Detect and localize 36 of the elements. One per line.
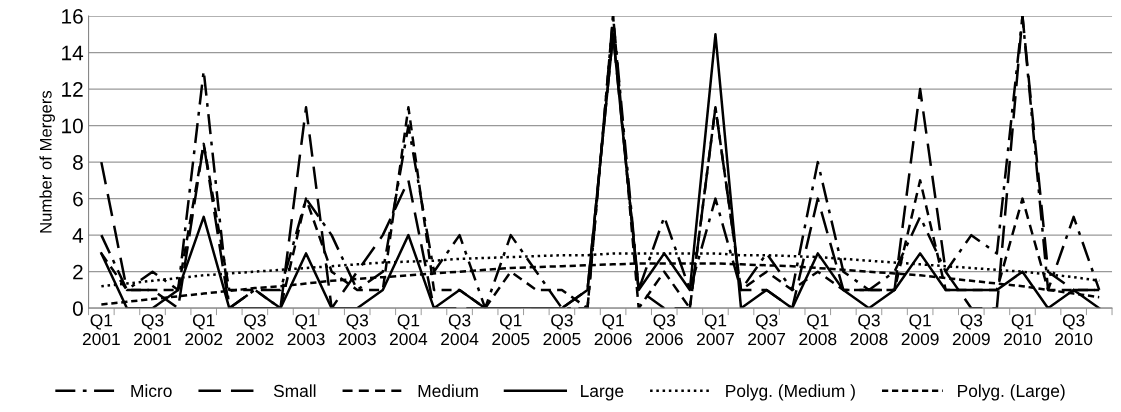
y-tick-label: 12 [62,82,83,97]
x-tick-label: Q3 2007 [748,314,786,346]
legend-label: Medium [418,384,478,398]
legend-label: Polyg. (Large) [958,384,1065,401]
y-tick-label: 10 [62,118,83,134]
legend-label: Polyg. (Medium ) [726,384,855,401]
y-tick-label: 2 [73,264,83,280]
y-tick-label: 0 [72,301,83,316]
x-tick-label: Q1 2007 [697,314,734,346]
x-tick-label: Q1 2003 [287,314,325,346]
y-tick-label: 8 [73,155,83,170]
x-tick-label: Q1 2009 [901,314,939,346]
y-axis-title: Number of Mergers [39,90,55,233]
x-tick-label: Q1 2005 [492,314,530,346]
y-tick-label: 16 [62,9,83,24]
x-tick-label: Q3 2004 [441,314,479,346]
x-tick-label: Q3 2003 [338,314,376,346]
legend-label: Micro [131,384,172,398]
legend-label: Small [273,384,316,398]
x-tick-label: Q1 2006 [594,314,632,346]
x-tick-label: Q1 2008 [799,314,837,346]
x-tick-label: Q3 2006 [645,314,683,346]
x-tick-label: Q1 2002 [185,314,223,346]
y-tick-label: 4 [72,228,84,243]
x-tick-label: Q3 2005 [543,314,581,346]
y-tick-label: 6 [73,191,83,207]
x-tick-label: Q1 2010 [1004,314,1042,346]
x-tick-label: Q3 2002 [236,314,274,346]
x-tick-label: Q3 2010 [1055,314,1093,346]
legend-label: Large [581,384,624,401]
x-tick-label: Q3 2001 [134,314,171,346]
x-tick-label: Q1 2001 [82,314,120,346]
x-tick-label: Q3 2008 [850,314,888,346]
x-tick-label: Q1 2004 [389,314,428,346]
y-tick-label: 14 [62,45,84,61]
x-tick-label: Q3 2009 [952,314,990,346]
